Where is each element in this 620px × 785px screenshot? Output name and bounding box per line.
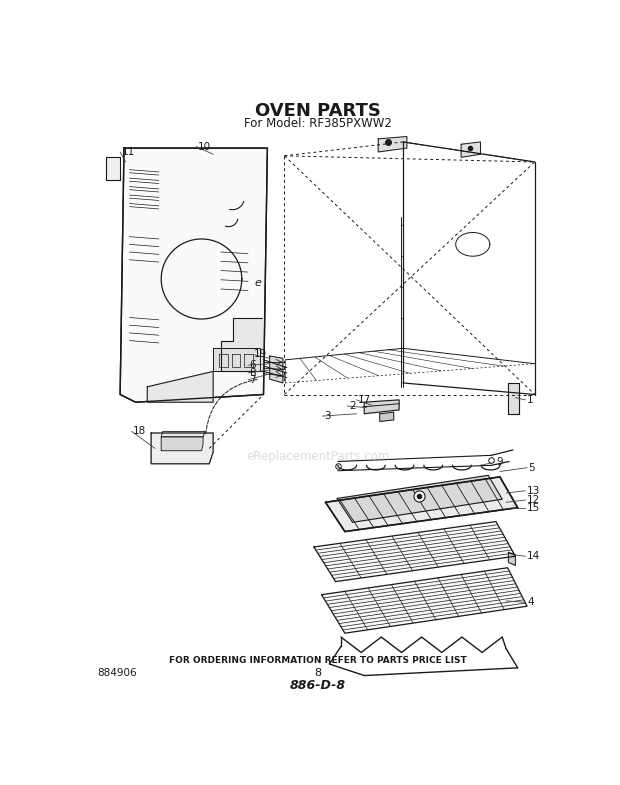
Polygon shape xyxy=(213,349,260,371)
Text: 18: 18 xyxy=(133,426,146,436)
Polygon shape xyxy=(365,400,399,414)
Polygon shape xyxy=(337,476,502,522)
Text: 1: 1 xyxy=(527,395,534,405)
Polygon shape xyxy=(221,317,262,371)
Text: 7: 7 xyxy=(249,375,256,385)
Text: OVEN PARTS: OVEN PARTS xyxy=(255,102,381,120)
Text: eReplacementParts.com: eReplacementParts.com xyxy=(246,450,389,462)
Text: 4: 4 xyxy=(527,597,534,608)
Polygon shape xyxy=(148,371,213,402)
Polygon shape xyxy=(151,433,213,464)
Text: 884906: 884906 xyxy=(97,668,136,678)
Text: 14: 14 xyxy=(527,551,540,561)
Polygon shape xyxy=(106,157,120,181)
Text: 8: 8 xyxy=(314,668,321,678)
Polygon shape xyxy=(161,432,205,436)
Text: 11: 11 xyxy=(122,147,135,157)
Text: 12: 12 xyxy=(527,495,540,505)
Polygon shape xyxy=(161,436,203,451)
Text: e: e xyxy=(254,278,261,288)
Text: 5: 5 xyxy=(528,462,535,473)
Text: 9: 9 xyxy=(496,457,503,467)
Polygon shape xyxy=(461,142,480,157)
Polygon shape xyxy=(120,148,267,402)
Text: 17: 17 xyxy=(358,395,371,405)
Text: 6: 6 xyxy=(249,360,256,371)
Polygon shape xyxy=(270,356,283,383)
Text: For Model: RF385PXWW2: For Model: RF385PXWW2 xyxy=(244,117,392,130)
Text: 2: 2 xyxy=(348,401,355,411)
Polygon shape xyxy=(508,383,520,414)
Polygon shape xyxy=(314,521,515,582)
Polygon shape xyxy=(379,412,394,422)
Text: 13: 13 xyxy=(527,486,540,496)
Polygon shape xyxy=(378,137,407,152)
Text: FOR ORDERING INFORMATION REFER TO PARTS PRICE LIST: FOR ORDERING INFORMATION REFER TO PARTS … xyxy=(169,655,467,665)
Polygon shape xyxy=(322,568,527,633)
Text: 886-D-8: 886-D-8 xyxy=(290,679,346,692)
Text: 3: 3 xyxy=(324,411,330,421)
Text: 15: 15 xyxy=(527,503,540,513)
Polygon shape xyxy=(508,553,515,565)
Polygon shape xyxy=(326,477,518,531)
Text: 8: 8 xyxy=(249,368,256,378)
Text: 10: 10 xyxy=(198,141,211,152)
Text: 19: 19 xyxy=(254,349,267,360)
